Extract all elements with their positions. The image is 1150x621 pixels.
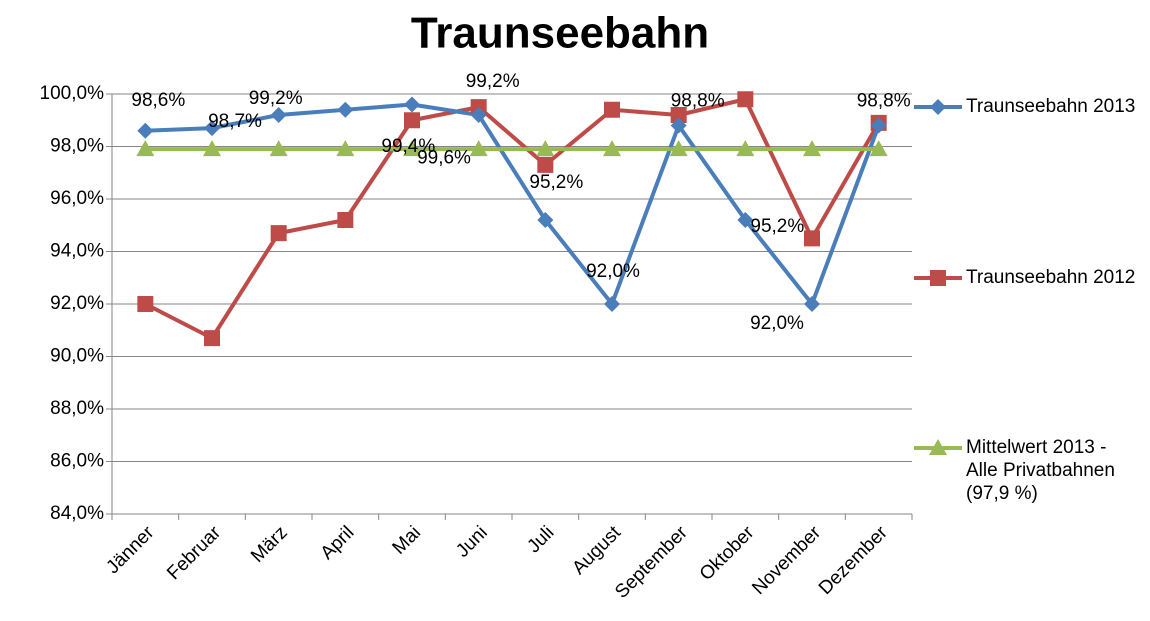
marker-diamond <box>604 296 620 312</box>
chart-title: Traunseebahn <box>411 9 709 58</box>
marker-square <box>670 107 687 123</box>
y-tick-label: 100,0% <box>40 83 105 104</box>
marker-square <box>204 330 220 347</box>
data-label: 92,0% <box>586 261 640 282</box>
marker-diamond <box>804 296 820 312</box>
marker-triangle <box>403 140 421 157</box>
marker-triangle <box>929 439 947 455</box>
marker-triangle <box>669 140 688 157</box>
marker-square <box>137 296 154 312</box>
x-tick-label: April <box>317 522 359 564</box>
y-tick-label: 92,0% <box>50 293 104 314</box>
marker-triangle <box>203 140 221 157</box>
marker-triangle <box>869 140 888 157</box>
y-tick-label: 88,0% <box>50 398 104 419</box>
series-line <box>144 97 881 341</box>
marker-triangle <box>603 140 621 157</box>
x-tick-label: November <box>748 522 825 599</box>
data-label: 99,2% <box>249 88 303 109</box>
data-label: 99,6% <box>417 148 471 169</box>
marker-square <box>270 225 287 242</box>
legend-label: Traunseebahn 2012 <box>966 267 1136 288</box>
marker-square <box>404 112 420 129</box>
marker-square <box>737 91 754 108</box>
x-tick-label: Jänner <box>102 522 158 578</box>
marker-triangle <box>469 140 488 157</box>
marker-triangle <box>269 140 288 157</box>
marker-diamond <box>470 107 487 123</box>
marker-square <box>804 230 820 247</box>
marker-diamond <box>204 120 220 137</box>
data-label: 95,2% <box>529 172 583 193</box>
legend-label: Mittelwert 2013 - Alle Privatbahnen (97,… <box>966 437 1115 504</box>
marker-triangle <box>536 140 555 157</box>
marker-diamond <box>137 122 154 139</box>
x-tick-label: Juni <box>452 522 491 561</box>
y-tick-label: 90,0% <box>50 346 104 367</box>
marker-triangle <box>803 140 821 157</box>
data-label: 95,2% <box>750 216 804 237</box>
data-label: 98,8% <box>671 91 725 112</box>
marker-square <box>537 156 554 173</box>
x-tick-label: Dezember <box>815 522 892 599</box>
x-tick-label: Oktober <box>696 522 759 585</box>
x-tick-label: Februar <box>163 522 225 584</box>
x-tick-label: März <box>247 522 292 567</box>
y-tick-label: 86,0% <box>50 451 104 472</box>
marker-square <box>930 270 946 286</box>
data-label: 98,6% <box>131 90 185 111</box>
x-tick-label: August <box>568 522 625 579</box>
marker-diamond <box>670 117 687 134</box>
legend-label: Traunseebahn 2013 <box>966 96 1136 117</box>
x-tick-label: September <box>611 522 692 603</box>
marker-diamond <box>270 107 287 123</box>
marker-diamond <box>870 117 887 134</box>
x-tick-label: Juli <box>523 522 558 557</box>
marker-square <box>337 212 354 228</box>
marker-diamond <box>537 212 554 228</box>
marker-diamond <box>337 101 354 118</box>
data-label: 98,8% <box>857 91 911 112</box>
y-tick-label: 94,0% <box>50 241 104 262</box>
x-tick-label: Mai <box>389 522 426 559</box>
data-label: 99,2% <box>466 71 520 92</box>
marker-square <box>604 101 620 118</box>
marker-diamond <box>930 99 946 115</box>
marker-triangle <box>136 140 155 157</box>
y-tick-label: 96,0% <box>50 188 104 209</box>
marker-diamond <box>737 212 754 228</box>
marker-triangle <box>336 140 355 157</box>
series-line <box>145 102 881 306</box>
y-tick-label: 98,0% <box>50 136 104 157</box>
data-label: 99,4% <box>381 136 435 157</box>
data-label: 98,7% <box>208 111 262 132</box>
y-tick-label: 84,0% <box>50 503 104 524</box>
marker-diamond <box>404 96 420 113</box>
marker-triangle <box>736 140 755 157</box>
data-label: 92,0% <box>750 313 804 334</box>
